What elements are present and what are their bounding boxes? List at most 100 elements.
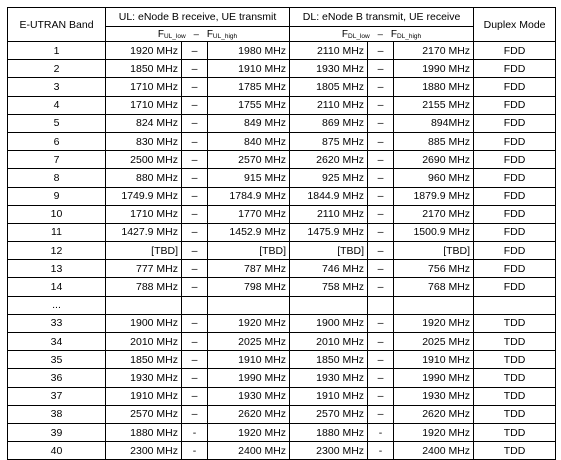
- cell-dl-separator: –: [367, 222, 395, 243]
- cell-band: 14: [7, 277, 106, 297]
- cell-ul-low: 2010 MHz: [105, 331, 182, 352]
- cell-ul-high: 1980 MHz: [206, 40, 291, 61]
- table-row: 12 [TBD] – [TBD] [TBD] – [TBD] FDD: [7, 241, 557, 261]
- cell-ul-low: 880 MHz: [105, 168, 182, 188]
- cell-dl-separator: –: [367, 259, 395, 279]
- cell-band: 37: [7, 386, 106, 406]
- cell-ul-high: 1910 MHz: [206, 59, 291, 79]
- cell-ul-low: 1900 MHz: [105, 313, 182, 334]
- cell-dl-separator: -: [367, 422, 395, 443]
- cell-dl-high: 2170 MHz: [393, 204, 475, 224]
- cell-ul-separator: -: [181, 441, 208, 460]
- cell-ul-low: 830 MHz: [105, 131, 182, 152]
- cell-duplex-mode: FDD: [473, 186, 557, 206]
- cell-ul-high: 1930 MHz: [206, 386, 291, 406]
- table-row: 4 1710 MHz –1755 MHz 2110 MHz –2155 MHz FDD: [7, 95, 557, 115]
- cell-ul-low: 788 MHz: [105, 277, 182, 297]
- cell-ul-separator: –: [181, 204, 208, 224]
- table-row: 33 1900 MHz –1920 MHz 1900 MHz –1920 MHz TDD: [7, 313, 557, 334]
- cell-duplex-mode: TDD: [473, 441, 557, 460]
- cell-band: 12: [7, 241, 106, 261]
- cell-ul-separator: –: [181, 40, 208, 61]
- cell-duplex-mode: FDD: [473, 131, 557, 152]
- cell-dl-low: 2010 MHz: [289, 331, 369, 352]
- table-row: 6 830 MHz –840 MHz 875 MHz –885 MHz FDD: [7, 131, 557, 152]
- table-body: E-UTRAN Band UL: eNode B receive, UE tra…: [7, 7, 557, 460]
- cell-dl-high: 756 MHz: [393, 259, 475, 279]
- cell-band: 2: [7, 59, 106, 79]
- cell-dl-high: 1500.9 MHz: [393, 222, 475, 243]
- cell-ul-separator: –: [181, 168, 208, 188]
- cell-dl-low: 2570 MHz: [289, 404, 369, 424]
- cell-ul-separator: –: [181, 368, 208, 388]
- cell-ul-high: 1910 MHz: [206, 350, 291, 370]
- cell-ul-separator: –: [181, 350, 208, 370]
- cell-dl-separator: –: [367, 131, 395, 152]
- cell-ul-separator: –: [181, 331, 208, 352]
- cell-ul-low: 777 MHz: [105, 259, 182, 279]
- cell-duplex-mode: TDD: [473, 386, 557, 406]
- cell-band: 34: [7, 331, 106, 352]
- cell-duplex-mode: TDD: [473, 313, 557, 334]
- cell-dl-high: 2620 MHz: [393, 404, 475, 424]
- cell-dl-separator: –: [367, 277, 395, 297]
- cell-dl-high: 1920 MHz: [393, 422, 475, 443]
- cell-ul-separator: –: [181, 59, 208, 79]
- cell-band: 4: [7, 95, 106, 115]
- ul-low-subscript: UL_low: [163, 32, 186, 40]
- dl-high-subscript: DL_high: [396, 32, 422, 40]
- cell-ul-low: 1850 MHz: [105, 350, 182, 370]
- cell-dl-high: 2690 MHz: [393, 150, 475, 170]
- cell-ul-low: 2570 MHz: [105, 404, 182, 424]
- cell-dl-low: 2620 MHz: [289, 150, 369, 170]
- table-row: 5 824 MHz –849 MHz 869 MHz –894MHz FDD: [7, 113, 557, 133]
- cell-dl-high: 885 MHz: [393, 131, 475, 152]
- cell-duplex-mode: FDD: [473, 150, 557, 170]
- cell-band: 38: [7, 404, 106, 424]
- cell-ul-high: 915 MHz: [206, 168, 291, 188]
- cell-ul-low: [TBD]: [105, 241, 182, 261]
- cell-dl-low: 1930 MHz: [289, 59, 369, 79]
- cell-dl-separator: –: [367, 113, 395, 133]
- cell-band: 3: [7, 77, 106, 97]
- cell-dl-low: 1805 MHz: [289, 77, 369, 97]
- cell-ul-separator: –: [181, 222, 208, 243]
- cell-ul-high: [TBD]: [206, 241, 291, 261]
- cell-ul-low: 1710 MHz: [105, 95, 182, 115]
- cell-band: 10: [7, 204, 106, 224]
- cell-dl-separator: [367, 295, 395, 315]
- cell-ul-high: 798 MHz: [206, 277, 291, 297]
- cell-duplex-mode: TDD: [473, 350, 557, 370]
- cell-band: 8: [7, 168, 106, 188]
- cell-dl-low: 1910 MHz: [289, 386, 369, 406]
- cell-dl-separator: –: [367, 350, 395, 370]
- cell-ul-high: 2570 MHz: [206, 150, 291, 170]
- cell-ul-low: 824 MHz: [105, 113, 182, 133]
- ul-range-separator: –: [193, 28, 199, 40]
- cell-duplex-mode: TDD: [473, 368, 557, 388]
- cell-dl-high: 1920 MHz: [393, 313, 475, 334]
- cell-ul-separator: –: [181, 241, 208, 261]
- cell-band: 33: [7, 313, 106, 334]
- cell-dl-low: [289, 295, 369, 315]
- subheader-uplink-range: FUL_low – FUL_high: [104, 26, 291, 42]
- cell-dl-separator: –: [367, 150, 395, 170]
- cell-dl-low: 1475.9 MHz: [289, 222, 369, 243]
- cell-dl-high: [393, 295, 475, 315]
- cell-dl-separator: –: [367, 204, 395, 224]
- cell-dl-separator: –: [367, 313, 395, 334]
- ul-high-symbol: F: [206, 28, 213, 40]
- cell-dl-separator: –: [367, 77, 395, 97]
- cell-duplex-mode: TDD: [473, 404, 557, 424]
- cell-ul-separator: –: [181, 113, 208, 133]
- cell-dl-low: 2300 MHz: [289, 441, 369, 460]
- cell-dl-separator: –: [367, 95, 395, 115]
- cell-ul-high: 1755 MHz: [206, 95, 291, 115]
- cell-duplex-mode: TDD: [473, 422, 557, 443]
- cell-dl-high: 1880 MHz: [393, 77, 475, 97]
- cell-dl-high: 1910 MHz: [393, 350, 475, 370]
- table-row: 39 1880 MHz -1920 MHz 1880 MHz -1920 MHz TDD: [7, 422, 557, 443]
- cell-duplex-mode: [473, 295, 557, 315]
- cell-ul-separator: –: [181, 95, 208, 115]
- cell-band: 39: [7, 422, 106, 443]
